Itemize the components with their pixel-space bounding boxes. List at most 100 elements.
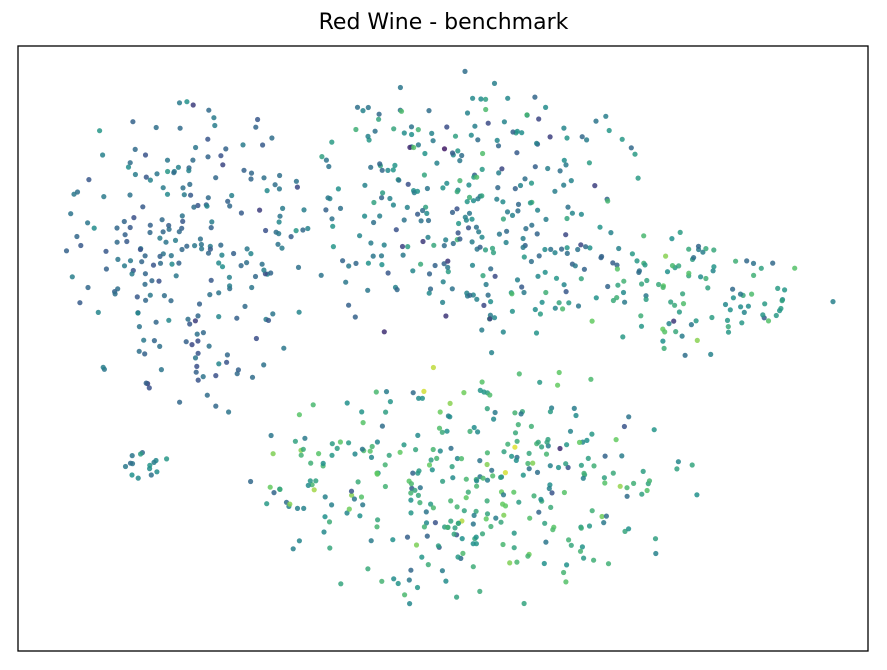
- scatter-point: [638, 323, 645, 329]
- scatter-point: [587, 245, 593, 251]
- scatter-point: [329, 139, 335, 145]
- scatter-point: [122, 463, 129, 470]
- scatter-point: [311, 487, 317, 493]
- scatter-point: [454, 189, 460, 195]
- scatter-point: [541, 560, 547, 567]
- scatter-point: [344, 510, 350, 516]
- scatter-point: [275, 241, 281, 247]
- scatter-point: [548, 246, 554, 252]
- scatter-point: [500, 199, 506, 205]
- scatter-point: [491, 80, 498, 86]
- scatter-point: [322, 494, 328, 500]
- scatter-point: [277, 213, 283, 219]
- scatter-point: [552, 188, 558, 194]
- scatter-point: [556, 300, 562, 306]
- scatter-point: [429, 130, 435, 136]
- scatter-point: [566, 300, 572, 306]
- scatter-point: [270, 311, 276, 317]
- scatter-point: [482, 247, 489, 253]
- scatter-point: [694, 337, 700, 343]
- scatter-point: [500, 492, 507, 498]
- scatter-point: [91, 225, 97, 231]
- scatter-point: [279, 245, 285, 251]
- scatter-point: [463, 495, 469, 501]
- scatter-point: [496, 231, 502, 237]
- scatter-point: [127, 224, 133, 231]
- scatter-point: [213, 403, 219, 409]
- scatter-point: [455, 520, 462, 526]
- scatter-point: [543, 539, 549, 545]
- scatter-point: [470, 541, 476, 547]
- scatter-point: [514, 128, 520, 134]
- scatter-point: [744, 258, 750, 264]
- scatter-point: [153, 319, 159, 325]
- scatter-point: [528, 180, 535, 186]
- scatter-point: [368, 454, 375, 460]
- scatter-point: [622, 299, 628, 305]
- scatter-point: [346, 263, 352, 269]
- scatter-point: [263, 227, 269, 234]
- scatter-point: [466, 182, 472, 188]
- scatter-point: [374, 439, 380, 445]
- scatter-point: [526, 450, 532, 456]
- scatter-point: [584, 437, 590, 443]
- scatter-point: [485, 120, 491, 126]
- scatter-point: [432, 520, 438, 526]
- scatter-point: [430, 364, 436, 371]
- scatter-point: [374, 471, 380, 477]
- scatter-point: [458, 456, 465, 462]
- scatter-point: [405, 181, 411, 187]
- scatter-point: [474, 483, 480, 489]
- scatter-point: [652, 536, 659, 542]
- scatter-point: [101, 194, 107, 200]
- scatter-point: [423, 509, 429, 515]
- scatter-point: [537, 311, 544, 317]
- scatter-point: [377, 161, 383, 167]
- scatter-point: [195, 202, 201, 209]
- scatter-point: [407, 144, 413, 150]
- scatter-point: [180, 185, 186, 191]
- scatter-point: [745, 303, 752, 309]
- scatter-point: [478, 96, 484, 102]
- scatter-point: [589, 431, 595, 437]
- scatter-point: [301, 207, 307, 213]
- scatter-point: [229, 192, 235, 199]
- scatter-point: [477, 387, 483, 393]
- scatter-point: [619, 453, 625, 459]
- scatter-point: [227, 283, 233, 289]
- scatter-point: [520, 235, 526, 242]
- scatter-point: [626, 414, 632, 420]
- scatter-point: [277, 172, 283, 179]
- scatter-point: [149, 278, 155, 284]
- scatter-point: [668, 299, 674, 305]
- scatter-point: [424, 533, 430, 539]
- scatter-point: [700, 249, 706, 255]
- scatter-point: [78, 242, 84, 249]
- scatter-point: [179, 246, 185, 253]
- scatter-point: [444, 428, 450, 434]
- scatter-point: [191, 204, 197, 210]
- scatter-point: [725, 329, 732, 335]
- scatter-point: [553, 275, 560, 281]
- scatter-point: [614, 262, 620, 268]
- scatter-point: [535, 273, 541, 279]
- scatter-point: [513, 457, 519, 463]
- scatter-point: [377, 213, 383, 219]
- scatter-point: [445, 264, 451, 270]
- scatter-point: [549, 490, 555, 496]
- scatter-point: [504, 228, 510, 234]
- scatter-point: [583, 244, 589, 250]
- scatter-point: [207, 292, 213, 298]
- scatter-point: [487, 316, 493, 322]
- scatter-point: [264, 501, 270, 507]
- scatter-point: [231, 250, 237, 257]
- scatter-point: [519, 130, 525, 136]
- scatter-point: [281, 345, 287, 351]
- scatter-point: [441, 243, 447, 249]
- scatter-point: [640, 468, 646, 474]
- scatter-point: [380, 190, 386, 196]
- scatter-point: [296, 309, 302, 315]
- scatter-point: [382, 462, 388, 468]
- scatter-point: [605, 198, 611, 204]
- scatter-point: [290, 546, 296, 552]
